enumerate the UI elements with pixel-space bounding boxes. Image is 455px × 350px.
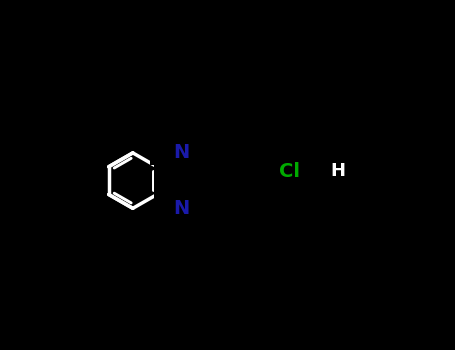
- Text: H: H: [330, 162, 345, 180]
- Text: OH: OH: [169, 126, 202, 146]
- Text: N: N: [173, 144, 189, 162]
- Text: Cl: Cl: [279, 162, 300, 181]
- Text: N: N: [173, 199, 189, 218]
